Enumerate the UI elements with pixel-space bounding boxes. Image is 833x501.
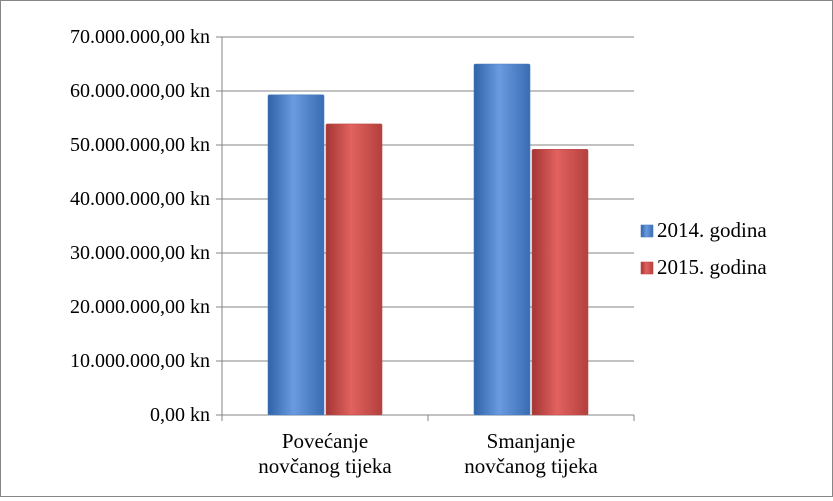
bar-series-2015-2 — [531, 149, 589, 416]
y-tick-label: 50.000.000,00 kn — [70, 134, 210, 156]
y-tick-label: 0,00 kn — [150, 404, 210, 426]
bar-series-2014-1 — [267, 94, 325, 416]
x-category-label: Smanjanje novčanog tijeka — [464, 429, 598, 478]
legend-swatch-2014 — [640, 224, 654, 238]
legend-label-2015: 2015. godina — [657, 255, 767, 279]
y-tick-label: 10.000.000,00 kn — [70, 350, 210, 372]
legend: 2014. godina 2015. godina — [640, 218, 767, 279]
bars — [267, 63, 589, 416]
legend-swatch-2015 — [640, 261, 654, 275]
x-category-label-line: novčanog tijeka — [464, 454, 598, 478]
x-category-label-line: Povećanje — [282, 429, 368, 453]
y-tick-label: 30.000.000,00 kn — [70, 242, 210, 264]
y-tick-label: 60.000.000,00 kn — [70, 80, 210, 102]
bar-series-2015-1 — [325, 123, 383, 416]
x-category-label-line: Smanjanje — [487, 429, 576, 453]
x-category-label: Povećanje novčanog tijeka — [258, 429, 392, 478]
y-tick-label: 20.000.000,00 kn — [70, 296, 210, 318]
axis-labels: 0,00 kn 10.000.000,00 kn 20.000.000,00 kn 3… — [70, 26, 598, 478]
x-category-label-line: novčanog tijeka — [258, 454, 392, 478]
y-tick-label: 40.000.000,00 kn — [70, 188, 210, 210]
legend-label-2014: 2014. godina — [657, 218, 767, 242]
bar-series-2014-2 — [473, 63, 531, 416]
y-tick-label: 70.000.000,00 kn — [70, 26, 210, 48]
